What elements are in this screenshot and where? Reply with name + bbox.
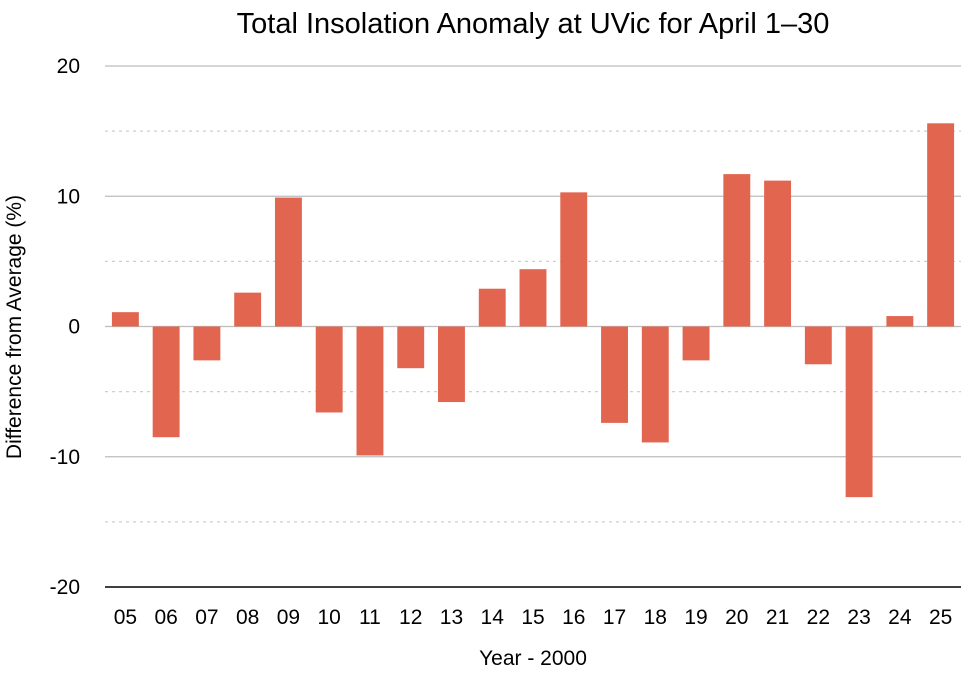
x-tick-label: 19: [684, 606, 707, 629]
bar-19: [682, 326, 710, 361]
bar-13: [438, 326, 465, 403]
y-tick-label: 10: [57, 185, 80, 208]
x-tick-label: 12: [399, 606, 422, 629]
bar-25: [927, 123, 955, 327]
y-tick-label: -20: [50, 576, 80, 599]
x-tick-label: 06: [154, 606, 177, 629]
x-tick-labels: 05 06 07 08 09 10 11 12 13 14 15 16 17 18 19 20 21 22 23 24…: [114, 606, 953, 629]
y-axis-label: Difference from Average (%): [3, 195, 26, 459]
x-tick-label: 14: [481, 606, 505, 629]
bar-16: [560, 192, 588, 327]
bar-24: [886, 316, 914, 327]
x-tick-label: 24: [888, 606, 912, 629]
bar-07: [193, 326, 221, 361]
x-tick-label: 25: [929, 606, 952, 629]
y-tick-label: -10: [50, 446, 80, 469]
x-tick-label: 16: [562, 606, 585, 629]
bar-09: [274, 197, 302, 327]
chart-title: Total Insolation Anomaly at UVic for Apr…: [237, 8, 830, 40]
bar-23: [845, 326, 873, 498]
bar-11: [356, 326, 384, 456]
x-tick-label: 15: [521, 606, 544, 629]
x-tick-label: 18: [644, 606, 667, 629]
bar-05: [111, 312, 139, 327]
x-tick-label: 07: [195, 606, 218, 629]
x-tick-label: 11: [359, 606, 381, 629]
bar-18: [641, 326, 669, 443]
bar-15: [519, 269, 547, 327]
bar-10: [315, 326, 343, 413]
y-tick-labels: -20 -10 0 10 20: [50, 55, 80, 599]
y-tick-label: 0: [68, 316, 80, 339]
bar-12: [397, 326, 425, 369]
x-tick-label: 10: [318, 606, 341, 629]
bar-21: [764, 180, 792, 327]
bar-17: [601, 326, 628, 423]
x-tick-label: 09: [277, 606, 300, 629]
x-tick-label: 23: [847, 606, 870, 629]
x-axis-label: Year - 2000: [479, 647, 587, 670]
x-tick-label: 13: [440, 606, 463, 629]
y-tick-label: 20: [57, 55, 80, 78]
bar-14: [478, 288, 506, 327]
bar-06: [152, 326, 180, 438]
x-tick-label: 20: [725, 606, 748, 629]
bar-22: [804, 326, 832, 365]
x-tick-label: 17: [603, 606, 626, 629]
bar-20: [723, 174, 751, 327]
x-tick-label: 21: [766, 606, 789, 629]
bar-08: [234, 292, 262, 327]
x-tick-label: 22: [807, 606, 830, 629]
x-tick-label: 05: [114, 606, 137, 629]
x-tick-label: 08: [236, 606, 259, 629]
bars: [111, 123, 955, 498]
